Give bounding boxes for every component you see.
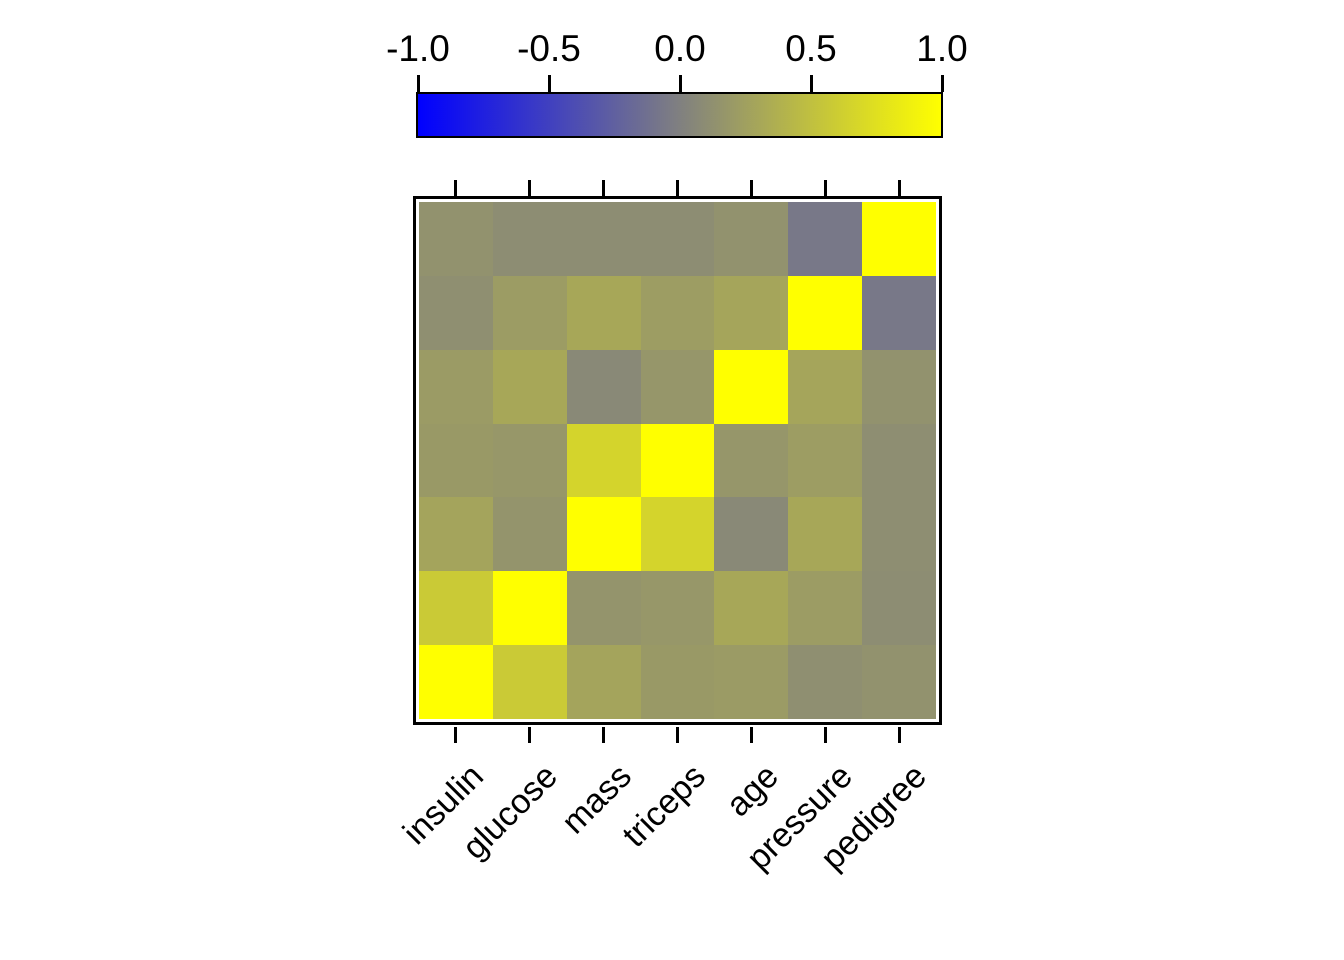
heatmap-cell-insulin-age [714,645,789,719]
heatmap-cell-glucose-mass [566,571,641,646]
colorbar-tick [809,75,813,92]
heatmap-cell-age-insulin [419,349,493,424]
heatmap-frame [413,196,942,725]
heatmap-cell-glucose-insulin [419,571,493,646]
heatmap-cell-pedigree-insulin [419,202,493,276]
colorbar-tick [416,75,420,92]
colorbar-tick-label: -1.0 [386,28,450,69]
top-axis-tick [528,180,532,196]
heatmap-cell-triceps-pedigree [862,423,936,498]
colorbar-tick-label: -0.5 [517,28,581,69]
heatmap-cell-mass-pedigree [862,497,936,572]
heatmap-cell-pressure-age [714,275,789,350]
colorbar-gradient [416,92,943,138]
heatmap-cell-age-glucose [492,349,567,424]
heatmap-cell-insulin-insulin [419,645,493,719]
heatmap-cell-triceps-triceps [640,423,715,498]
top-axis-tick [454,180,458,196]
heatmap-cell-glucose-pressure [788,571,863,646]
top-axis-tick [897,180,901,196]
bottom-axis-tick [528,727,532,743]
bottom-axis-tick [749,727,753,743]
heatmap-cell-triceps-glucose [492,423,567,498]
heatmap-cell-insulin-pedigree [862,645,936,719]
heatmap-cell-glucose-triceps [640,571,715,646]
heatmap-cell-pressure-mass [566,275,641,350]
bottom-axis-tick [676,727,679,743]
bottom-axis-tick [602,727,606,743]
top-axis-tick [749,180,753,196]
colorbar-tick-label: 0.5 [785,28,837,69]
colorbar-tick-label: 0.0 [654,28,706,69]
heatmap-cell-insulin-pressure [788,645,863,719]
heatmap-cell-pressure-pressure [788,275,863,350]
top-axis-tick [676,180,679,196]
heatmap-cell-mass-glucose [492,497,567,572]
heatmap-cell-insulin-glucose [492,645,567,719]
heatmap-cell-age-mass [566,349,641,424]
heatmap-cell-pedigree-pedigree [862,202,936,276]
heatmap-cell-pressure-insulin [419,275,493,350]
colorbar-tick-label: 1.0 [916,28,968,69]
heatmap-cell-triceps-mass [566,423,641,498]
heatmap-cell-age-pedigree [862,349,936,424]
heatmap-cell-glucose-glucose [492,571,567,646]
heatmap-cell-triceps-pressure [788,423,863,498]
heatmap-cell-pedigree-mass [566,202,641,276]
heatmap-cell-triceps-insulin [419,423,493,498]
heatmap-cell-age-triceps [640,349,715,424]
top-axis-tick [602,180,606,196]
heatmap-cell-pedigree-glucose [492,202,567,276]
colorbar-tick [940,75,944,92]
heatmap-cell-triceps-age [714,423,789,498]
heatmap-cell-mass-triceps [640,497,715,572]
heatmap-cell-mass-insulin [419,497,493,572]
bottom-axis-tick [823,727,827,743]
heatmap-cell-mass-pressure [788,497,863,572]
heatmap-grid [419,202,936,719]
heatmap-cell-age-pressure [788,349,863,424]
heatmap-cell-pedigree-age [714,202,789,276]
bottom-axis-tick [897,727,901,743]
heatmap-cell-insulin-triceps [640,645,715,719]
top-axis-tick [823,180,827,196]
heatmap-cell-pedigree-pressure [788,202,863,276]
heatmap-cell-pressure-pedigree [862,275,936,350]
colorbar-tick [678,75,682,92]
heatmap-cell-insulin-mass [566,645,641,719]
heatmap-cell-pedigree-triceps [640,202,715,276]
heatmap-cell-mass-age [714,497,789,572]
heatmap-cell-age-age [714,349,789,424]
bottom-axis-tick [454,727,458,743]
heatmap-cell-glucose-pedigree [862,571,936,646]
colorbar-tick [547,75,551,92]
heatmap-cell-mass-mass [566,497,641,572]
heatmap-cell-glucose-age [714,571,789,646]
heatmap-cell-pressure-triceps [640,275,715,350]
heatmap-cell-pressure-glucose [492,275,567,350]
